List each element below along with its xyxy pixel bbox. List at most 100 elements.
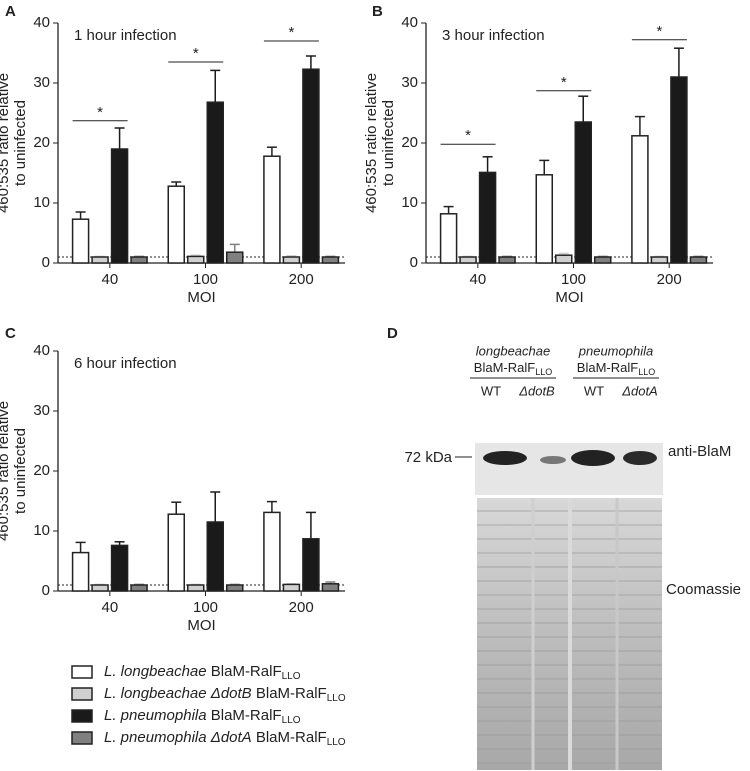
significance-label: *: [193, 45, 199, 62]
y-tick-label: 40: [401, 14, 418, 31]
text-part: LLO: [282, 715, 301, 726]
y-tick-label: 0: [42, 254, 50, 271]
band: [571, 450, 615, 466]
bar: [459, 256, 477, 264]
bar: [130, 584, 148, 592]
group-construct: BlaM-RalFLLO: [474, 360, 552, 377]
y-tick-label: 20: [33, 134, 50, 151]
text-part: 460:535 ratio relative: [0, 401, 12, 541]
blot-label: Coomassie: [666, 581, 741, 598]
lane-label: WT: [584, 383, 604, 398]
legend-entry: L. pneumophila ΔdotA BlaM-RalFLLO: [104, 729, 346, 748]
significance-label: *: [97, 104, 103, 121]
text-part: BlaM-RalF: [211, 663, 282, 680]
text-part: LLO: [327, 737, 346, 748]
significance-label: *: [288, 24, 294, 41]
bar: [167, 513, 185, 592]
bar: [282, 256, 301, 264]
text-part: to uninfected: [380, 100, 397, 186]
bar: [574, 121, 592, 264]
bar: [594, 256, 612, 264]
blot-image: [475, 443, 663, 495]
y-tick-label: 20: [33, 462, 50, 479]
legend-entry: L. longbeachae BlaM-RalFLLO: [104, 663, 301, 682]
bar: [167, 185, 185, 264]
marker-label: 72 kDa: [404, 449, 452, 466]
bar: [206, 521, 224, 592]
legend-swatch: [71, 709, 93, 723]
bar: [91, 256, 109, 264]
text-part: LLO: [327, 693, 346, 704]
bar: [91, 584, 109, 592]
text-part: BlaM-RalF: [256, 685, 327, 702]
text-part: LLO: [282, 671, 301, 682]
y-tick-label: 30: [33, 74, 50, 91]
lane-label: ΔdotB: [518, 383, 555, 398]
legend-entry: L. longbeachae ΔdotB BlaM-RalFLLO: [104, 685, 346, 704]
bar: [321, 256, 340, 264]
y-tick-label: 0: [42, 582, 50, 599]
lane-label: ΔdotA: [621, 383, 657, 398]
chart-title: 6 hour infection: [74, 355, 177, 372]
text-part: ΔdotA: [210, 729, 252, 746]
bar: [535, 174, 553, 264]
text-part: to uninfected: [12, 428, 29, 514]
panel-label: A: [5, 3, 16, 20]
x-tick-label: 100: [193, 599, 218, 616]
bar: [555, 254, 573, 264]
band: [540, 456, 566, 464]
bar: [650, 256, 669, 264]
bar: [321, 583, 340, 592]
text-part: LLO: [535, 367, 552, 377]
y-axis-label: 460:535 ratio relativeto uninfected: [363, 73, 397, 213]
x-tick-label: 40: [469, 271, 486, 288]
bar: [282, 583, 301, 592]
significance-label: *: [465, 127, 471, 144]
legend-swatch: [71, 665, 93, 679]
panel-label: B: [372, 3, 383, 20]
x-axis-label: MOI: [555, 289, 583, 306]
text-part: L. longbeachae: [104, 685, 207, 702]
group-species: longbeachae: [476, 343, 550, 358]
band: [483, 451, 527, 465]
bar: [71, 551, 90, 592]
panel-label: C: [5, 325, 16, 342]
y-tick-label: 40: [33, 342, 50, 359]
band: [623, 451, 657, 465]
legend-entry: L. pneumophila BlaM-RalFLLO: [104, 707, 301, 726]
text-part: BlaM-RalF: [474, 360, 535, 375]
bar: [439, 213, 458, 264]
bar: [130, 256, 148, 264]
bar: [71, 218, 90, 264]
y-tick-label: 0: [410, 254, 418, 271]
bar: [302, 538, 320, 592]
panel-label: D: [387, 325, 398, 342]
bar: [631, 135, 649, 264]
x-tick-label: 100: [193, 271, 218, 288]
text-part: BlaM-RalF: [211, 707, 282, 724]
legend-swatch: [71, 731, 93, 745]
x-tick-label: 200: [289, 599, 314, 616]
y-axis-label: 460:535 ratio relativeto uninfected: [0, 73, 29, 213]
x-tick-label: 200: [657, 271, 682, 288]
y-tick-label: 40: [33, 14, 50, 31]
text-part: to uninfected: [12, 100, 29, 186]
legend-swatch: [71, 687, 93, 701]
chart-title: 3 hour infection: [442, 27, 545, 44]
y-tick-label: 30: [401, 74, 418, 91]
chart-title: 1 hour infection: [74, 27, 177, 44]
bar: [110, 148, 129, 264]
x-tick-label: 200: [289, 271, 314, 288]
bar: [498, 256, 516, 264]
significance-label: *: [656, 23, 662, 40]
group-species: pneumophila: [578, 343, 653, 358]
x-tick-label: 40: [101, 599, 118, 616]
lane-label: WT: [481, 383, 501, 398]
bar: [263, 511, 281, 592]
bar: [226, 251, 244, 264]
y-tick-label: 20: [401, 134, 418, 151]
x-tick-label: 100: [561, 271, 586, 288]
text-part: ΔdotB: [210, 685, 252, 702]
y-tick-label: 10: [33, 522, 50, 539]
